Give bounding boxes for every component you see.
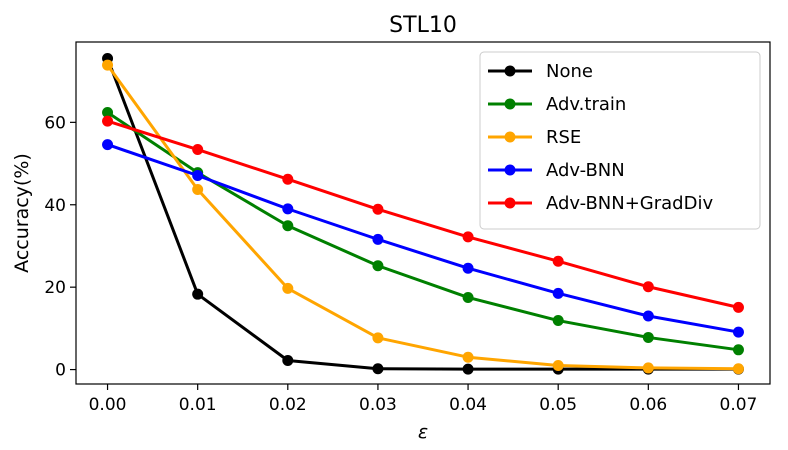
x-tick-label: 0.01 — [179, 395, 217, 415]
data-point — [102, 115, 114, 127]
data-point — [372, 233, 384, 245]
series-line — [107, 119, 739, 309]
x-tick-label: 0.06 — [629, 395, 667, 415]
data-point — [642, 362, 654, 374]
x-tick-label: 0.03 — [359, 395, 397, 415]
legend-swatch-marker — [504, 98, 516, 110]
data-point — [462, 351, 474, 363]
legend-swatch-marker — [504, 131, 516, 143]
data-point — [192, 170, 204, 182]
data-point — [372, 260, 384, 272]
data-point — [552, 359, 564, 371]
data-point — [282, 282, 294, 294]
data-point — [372, 332, 384, 344]
series-line — [106, 64, 739, 371]
legend-swatch-marker — [504, 164, 516, 176]
data-point — [372, 203, 384, 215]
series-adv-bnn-graddiv — [102, 115, 744, 313]
data-point — [462, 231, 474, 243]
legend-swatch-marker — [504, 65, 516, 77]
data-point — [282, 355, 294, 367]
y-tick-label: 20 — [44, 278, 66, 298]
data-point — [552, 255, 564, 267]
y-tick-label: 0 — [55, 361, 66, 381]
series-line — [106, 57, 739, 371]
series-adv-bnn — [102, 139, 744, 338]
legend-label: None — [546, 61, 593, 82]
y-tick-label: 60 — [44, 113, 66, 133]
y-tick-label: 40 — [44, 196, 66, 216]
legend-swatch-marker — [504, 197, 516, 209]
data-point — [192, 144, 204, 156]
data-point — [102, 106, 114, 118]
plot-frame — [75, 41, 771, 385]
data-point — [102, 59, 114, 71]
data-point — [732, 363, 744, 375]
x-tick-label: 0.04 — [449, 395, 487, 415]
data-point — [552, 315, 564, 327]
series-line — [107, 143, 739, 334]
data-point — [642, 310, 654, 322]
data-point — [372, 363, 384, 375]
legend-box — [479, 51, 761, 230]
legend: None Adv.train RSE Adv-BNN Adv-BNN+GradDiv — [479, 51, 761, 230]
data-point — [192, 184, 204, 196]
chart-title: STL10 — [389, 13, 457, 38]
legend-label: Adv.train — [546, 94, 626, 115]
data-point — [732, 326, 744, 338]
x-tick-label: 0.07 — [720, 395, 758, 415]
data-point — [282, 220, 294, 232]
x-tick-label: 0.00 — [89, 395, 127, 415]
x-tick-label: 0.02 — [269, 395, 307, 415]
data-point — [462, 262, 474, 274]
data-point — [282, 173, 294, 185]
data-point — [462, 363, 474, 375]
legend-label: RSE — [546, 127, 581, 148]
data-point — [642, 281, 654, 293]
data-point — [192, 288, 204, 300]
data-point — [552, 287, 564, 299]
data-point — [282, 203, 294, 215]
data-point — [462, 291, 474, 303]
series-rse — [102, 59, 744, 375]
x-tick-label: 0.05 — [539, 395, 577, 415]
x-axis-label: ε — [418, 421, 428, 443]
y-axis-label: Accuracy(%) — [11, 153, 33, 273]
legend-label: Adv-BNN — [546, 160, 625, 181]
data-point — [732, 344, 744, 356]
data-point — [732, 301, 744, 313]
legend-label: Adv-BNN+GradDiv — [546, 193, 713, 214]
data-point — [642, 331, 654, 343]
data-point — [102, 139, 114, 151]
